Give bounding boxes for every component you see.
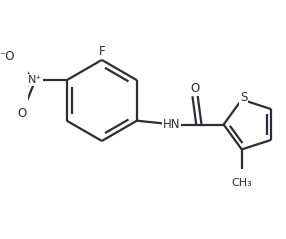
Text: ⁻O: ⁻O [0,50,14,63]
Text: N⁺: N⁺ [28,75,42,85]
Text: O: O [190,82,200,95]
Text: HN: HN [162,118,180,131]
Text: CH₃: CH₃ [231,178,252,188]
Text: S: S [240,91,247,104]
Text: O: O [17,107,27,120]
Text: F: F [98,45,105,58]
